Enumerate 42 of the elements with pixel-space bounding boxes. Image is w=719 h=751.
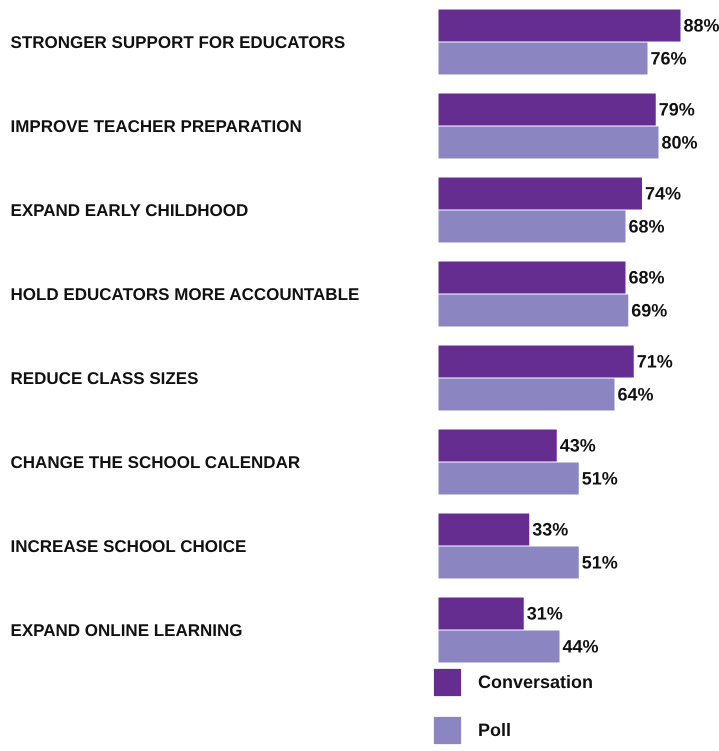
y-tick-label: IMPROVE TEACHER PREPARATION [10, 117, 302, 136]
y-tick-label: STRONGER SUPPORT FOR EDUCATORS [10, 33, 346, 52]
data-label: 71% [636, 352, 673, 372]
data-label: 68% [628, 268, 665, 288]
y-tick-label: REDUCE CLASS SIZES [10, 369, 198, 388]
data-label: 51% [582, 552, 618, 572]
data-label: 76% [650, 48, 687, 68]
data-label: 51% [582, 468, 618, 488]
data-label: 43% [560, 436, 596, 456]
data-label: 68% [628, 216, 665, 236]
bar [438, 462, 579, 494]
data-label: 79% [658, 100, 695, 120]
bar [438, 430, 557, 462]
legend-label: Poll [478, 720, 512, 740]
y-tick-label: HOLD EDUCATORS MORE ACCOUNTABLE [10, 285, 360, 304]
bar [438, 10, 680, 42]
bar [438, 94, 656, 126]
data-label: 74% [645, 184, 682, 204]
legend-label: Conversation [478, 672, 594, 692]
data-label: 88% [684, 16, 719, 36]
bar [438, 126, 658, 158]
bar [438, 598, 524, 630]
bar [438, 546, 579, 578]
data-label: 44% [562, 636, 599, 656]
y-tick-label: EXPAND ONLINE LEARNING [10, 621, 243, 640]
bar [438, 294, 628, 326]
data-label: 31% [526, 604, 563, 624]
bar [438, 630, 560, 662]
data-label: 64% [618, 384, 654, 404]
y-tick-label: EXPAND EARLY CHILDHOOD [10, 201, 248, 220]
bar [438, 210, 626, 242]
bar [438, 514, 530, 546]
y-tick-label: INCREASE SCHOOL CHOICE [10, 537, 246, 556]
data-label: 80% [662, 132, 698, 152]
bar [438, 42, 648, 74]
bar [438, 346, 634, 378]
bar [438, 178, 642, 210]
data-label: 69% [631, 300, 668, 320]
bar [438, 262, 626, 294]
bar [438, 378, 614, 410]
data-label: 33% [532, 520, 568, 540]
y-tick-label: CHANGE THE SCHOOL CALENDAR [10, 453, 300, 472]
